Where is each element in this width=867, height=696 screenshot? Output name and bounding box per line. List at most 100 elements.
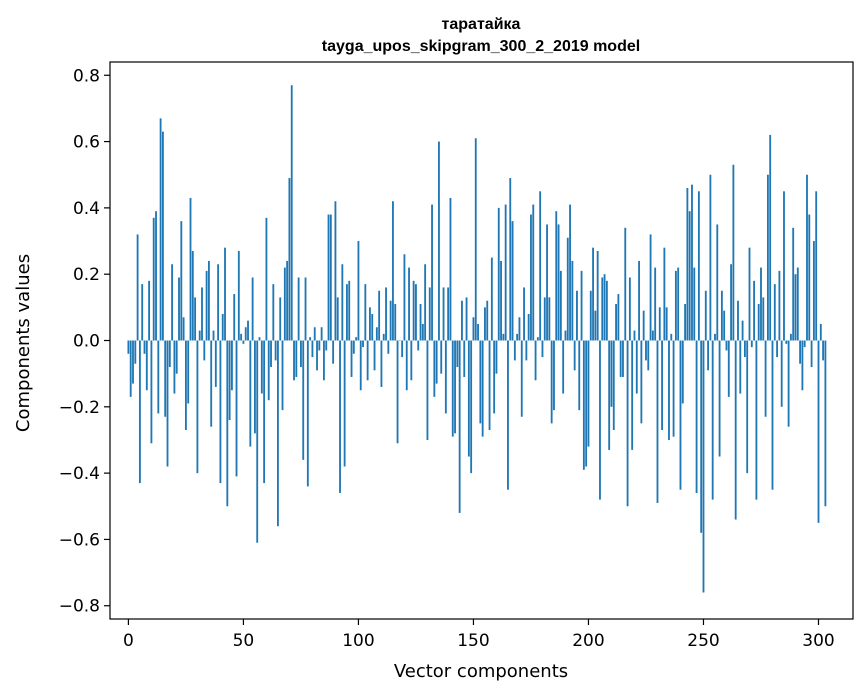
x-tick-label: 300 [802, 631, 834, 651]
bar-216 [624, 227, 627, 341]
bar-297 [810, 340, 813, 368]
bar-107 [373, 340, 376, 371]
bar-213 [617, 294, 620, 341]
bar-175 [530, 214, 532, 341]
bar-8 [145, 340, 148, 391]
bar-187 [557, 224, 560, 341]
bar-25 [184, 340, 187, 431]
bar-209 [608, 340, 611, 450]
bar-21 [175, 340, 178, 374]
bar-169 [516, 333, 519, 341]
bar-63 [272, 284, 275, 341]
bar-93 [341, 264, 344, 341]
bar-211 [612, 340, 615, 431]
bar-202 [592, 247, 594, 341]
bar-192 [569, 204, 571, 341]
bar-30 [196, 340, 199, 474]
bar-101 [359, 340, 362, 391]
bar-39 [217, 264, 220, 341]
bar-33 [203, 340, 206, 361]
bar-282 [776, 340, 779, 358]
bar-268 [743, 340, 746, 358]
bar-218 [628, 277, 631, 341]
bar-251 [704, 290, 707, 341]
bar-2 [132, 340, 134, 384]
bar-227 [649, 234, 652, 341]
bar-302 [822, 340, 825, 361]
bar-156 [486, 300, 489, 341]
bar-66 [279, 297, 282, 341]
bar-249 [700, 340, 703, 533]
x-tick-label: 250 [687, 631, 719, 651]
bar-104 [366, 340, 369, 381]
bar-85 [323, 340, 325, 381]
bar-81 [313, 327, 316, 341]
bar-27 [189, 197, 192, 341]
bar-77 [304, 277, 307, 341]
bar-299 [815, 191, 818, 341]
y-tick-label: 0.4 [73, 199, 100, 219]
bar-32 [201, 287, 203, 341]
bar-99 [355, 337, 358, 341]
bar-269 [746, 340, 749, 474]
y-tick-label: −0.8 [59, 597, 100, 617]
bar-56 [256, 340, 259, 543]
bar-179 [539, 191, 542, 341]
bar-146 [463, 340, 466, 377]
bar-203 [594, 310, 597, 341]
bar-172 [523, 287, 525, 341]
bar-139 [447, 287, 450, 341]
bar-270 [748, 247, 751, 341]
bar-204 [596, 250, 599, 341]
bar-48 [237, 250, 240, 341]
bar-285 [783, 191, 785, 341]
bar-12 [155, 211, 157, 341]
bar-122 [408, 267, 410, 341]
bar-17 [166, 340, 169, 467]
bar-119 [401, 340, 404, 358]
bar-62 [270, 340, 272, 368]
bar-177 [534, 340, 537, 381]
bar-114 [389, 300, 392, 341]
bar-7 [143, 340, 146, 354]
bar-220 [633, 330, 636, 341]
bar-19 [171, 264, 174, 341]
bar-54 [251, 277, 254, 341]
bar-86 [325, 340, 328, 351]
bar-164 [504, 204, 507, 341]
bar-229 [654, 267, 657, 341]
bar-135 [438, 141, 440, 341]
bar-51 [244, 327, 247, 341]
bar-23 [180, 221, 183, 341]
bar-24 [182, 317, 185, 341]
x-tick-label: 0 [123, 631, 134, 651]
bar-219 [631, 340, 634, 450]
bar-103 [364, 284, 367, 341]
bar-73 [295, 340, 298, 377]
bar-224 [642, 310, 645, 341]
bar-165 [507, 340, 509, 490]
bar-67 [281, 340, 284, 411]
bar-210 [610, 340, 613, 407]
bar-181 [543, 297, 546, 341]
bar-235 [668, 340, 670, 440]
y-tick-label: 0.6 [73, 133, 100, 153]
bar-100 [357, 241, 360, 341]
y-tick-label: 0.2 [73, 265, 100, 285]
bar-289 [792, 227, 795, 341]
bar-37 [212, 330, 215, 341]
bar-171 [520, 340, 523, 417]
x-axis-label: Vector components [394, 661, 568, 682]
bar-26 [187, 340, 190, 404]
bar-141 [451, 340, 454, 437]
bar-234 [665, 307, 668, 341]
x-tick-label: 200 [572, 631, 604, 651]
bar-262 [730, 264, 732, 341]
bar-182 [546, 224, 548, 341]
bar-221 [635, 340, 638, 394]
bar-193 [571, 260, 574, 341]
bar-42 [224, 247, 226, 341]
bar-263 [732, 164, 735, 341]
bar-49 [240, 333, 243, 341]
bar-137 [442, 287, 445, 341]
